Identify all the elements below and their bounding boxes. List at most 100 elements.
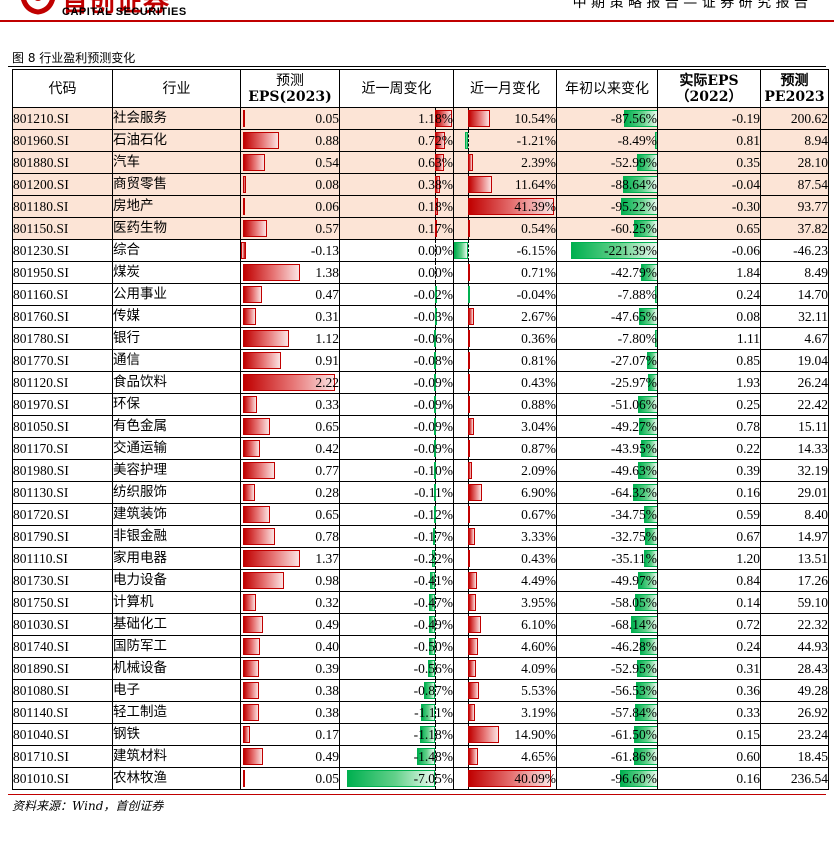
month-bar bbox=[468, 374, 470, 391]
cell-eps-actual: 0.35 bbox=[657, 151, 761, 174]
cell-ytd-change: -49.63% bbox=[556, 459, 658, 482]
report-type: 中 期 策 略 报 告 — 证 券 研 究 报 告 bbox=[572, 0, 808, 11]
cell-week-change-value: -0.87% bbox=[413, 683, 453, 698]
cell-eps-actual-value: 0.16 bbox=[736, 771, 760, 786]
cell-eps-actual-value: 1.11 bbox=[736, 331, 760, 346]
header-ytd-change: 年初以来变化 bbox=[556, 69, 658, 108]
cell-ytd-change: -42.79% bbox=[556, 261, 658, 284]
month-bar bbox=[468, 682, 480, 699]
table-row: 801230.SI 综合 -0.13 0.00% -6.15% -221.39% -0.06… bbox=[12, 239, 829, 262]
industry-earnings-table: 代码 行业 预测 EPS(2023) 近一周变化 近一月变化 年初以来变化 实际E… bbox=[12, 69, 829, 790]
cell-ytd-change: -7.88% bbox=[556, 283, 658, 306]
cell-week-change: 0.63% bbox=[339, 151, 454, 174]
cell-pe-forecast-value: 236.54 bbox=[790, 771, 828, 786]
cell-week-change: -0.03% bbox=[339, 305, 454, 328]
cell-code-value: 801040.SI bbox=[13, 727, 69, 742]
cell-industry: 环保 bbox=[112, 393, 241, 416]
cell-industry-value: 美容护理 bbox=[113, 462, 168, 478]
cell-month-change: 0.43% bbox=[453, 547, 557, 570]
month-zero-axis bbox=[468, 240, 469, 261]
cell-week-change: -7.05% bbox=[339, 767, 454, 790]
header-eps-forecast: 预测 EPS(2023) bbox=[240, 69, 340, 108]
month-bar bbox=[468, 726, 499, 743]
cell-industry: 建筑材料 bbox=[112, 745, 241, 768]
cell-code-value: 801140.SI bbox=[13, 705, 69, 720]
table-row: 801180.SI 房地产 0.06 0.18% 41.39% -95.22% -0.30 9… bbox=[12, 195, 829, 218]
cell-industry: 电力设备 bbox=[112, 569, 241, 592]
cell-month-change-value: -0.04% bbox=[516, 287, 556, 302]
cell-week-change-value: -0.09% bbox=[413, 419, 453, 434]
cell-week-change-value: -0.12% bbox=[413, 507, 453, 522]
cell-week-change: -0.12% bbox=[339, 503, 454, 526]
eps-bar bbox=[243, 726, 251, 743]
eps-bar bbox=[243, 594, 257, 611]
week-bar bbox=[435, 132, 446, 149]
cell-eps-forecast: 0.32 bbox=[240, 591, 340, 614]
cell-week-change-value: -0.47% bbox=[413, 595, 453, 610]
cell-industry-value: 传媒 bbox=[113, 308, 141, 324]
cell-ytd-change-value: -7.80% bbox=[617, 331, 657, 346]
cell-code: 801770.SI bbox=[12, 349, 113, 372]
cell-week-change: -0.10% bbox=[339, 459, 454, 482]
cell-ytd-change: -88.64% bbox=[556, 173, 658, 196]
table-row: 801970.SI 环保 0.33 -0.09% 0.88% -51.06% 0.25 22.… bbox=[12, 393, 829, 416]
cell-eps-actual-value: 0.22 bbox=[736, 441, 760, 456]
week-bar bbox=[429, 594, 435, 611]
table-row: 801160.SI 公用事业 0.47 -0.02% -0.04% -7.88% 0.24 1… bbox=[12, 283, 829, 306]
cell-month-change: 3.04% bbox=[453, 415, 557, 438]
cell-industry-value: 电子 bbox=[113, 682, 141, 698]
cell-week-change-value: 0.72% bbox=[418, 133, 453, 148]
table-row: 801890.SI 机械设备 0.39 -0.56% 4.09% -52.95% 0.31 2… bbox=[12, 657, 829, 680]
cell-industry-value: 食品饮料 bbox=[113, 374, 168, 390]
week-bar bbox=[432, 528, 435, 545]
month-bar bbox=[468, 176, 493, 193]
cell-industry: 煤炭 bbox=[112, 261, 241, 284]
cell-eps-actual: 0.39 bbox=[657, 459, 761, 482]
cell-pe-forecast-value: 93.77 bbox=[797, 199, 828, 214]
cell-ytd-change: -51.06% bbox=[556, 393, 658, 416]
cell-week-change-value: -1.11% bbox=[414, 705, 453, 720]
cell-industry: 公用事业 bbox=[112, 283, 241, 306]
cell-month-change: 4.49% bbox=[453, 569, 557, 592]
cell-eps-actual: 0.24 bbox=[657, 635, 761, 658]
cell-industry-value: 建筑材料 bbox=[113, 748, 168, 764]
header-industry: 行业 bbox=[112, 69, 241, 108]
cell-month-change-value: 10.54% bbox=[514, 111, 556, 126]
cell-week-change: -0.22% bbox=[339, 547, 454, 570]
cell-pe-forecast-value: 29.01 bbox=[797, 485, 828, 500]
cell-code-value: 801230.SI bbox=[13, 243, 69, 258]
cell-eps-actual: 0.60 bbox=[657, 745, 761, 768]
eps-bar bbox=[243, 396, 257, 413]
cell-pe-forecast: 14.97 bbox=[760, 525, 829, 548]
cell-ytd-change: -7.80% bbox=[556, 327, 658, 350]
eps-bar bbox=[243, 110, 246, 127]
eps-bar bbox=[243, 220, 267, 237]
cell-eps-actual-value: 0.81 bbox=[736, 133, 760, 148]
cell-industry-value: 电力设备 bbox=[113, 572, 168, 588]
table-header-row: 代码 行业 预测 EPS(2023) 近一周变化 近一月变化 年初以来变化 实际E… bbox=[12, 69, 829, 108]
eps-bar bbox=[243, 528, 276, 545]
cell-week-change-value: -0.09% bbox=[413, 397, 453, 412]
cell-industry-value: 汽车 bbox=[113, 154, 141, 170]
cell-eps-actual-value: 0.39 bbox=[736, 463, 760, 478]
cell-week-change-value: -1.18% bbox=[413, 727, 453, 742]
cell-month-change: -6.15% bbox=[453, 239, 557, 262]
cell-eps-forecast: 0.78 bbox=[240, 525, 340, 548]
ytd-bar bbox=[637, 154, 657, 171]
cell-ytd-change-value: -47.65% bbox=[610, 309, 657, 324]
cell-pe-forecast-value: -46.23 bbox=[793, 243, 828, 258]
cell-pe-forecast: 8.49 bbox=[760, 261, 829, 284]
cell-code: 801130.SI bbox=[12, 481, 113, 504]
cell-eps-forecast: 0.38 bbox=[240, 701, 340, 724]
cell-eps-forecast-value: 0.40 bbox=[315, 639, 339, 654]
week-zero-axis bbox=[435, 504, 436, 525]
month-bar bbox=[454, 242, 468, 259]
ytd-bar bbox=[645, 528, 657, 545]
cell-week-change-value: 0.18% bbox=[418, 199, 453, 214]
cell-industry: 有色金属 bbox=[112, 415, 241, 438]
cell-month-change: 40.09% bbox=[453, 767, 557, 790]
cell-code-value: 801880.SI bbox=[13, 155, 69, 170]
table-row: 801050.SI 有色金属 0.65 -0.09% 3.04% -49.27% 0.78 1… bbox=[12, 415, 829, 438]
cell-pe-forecast: 236.54 bbox=[760, 767, 829, 790]
cell-week-change-value: -0.11% bbox=[414, 485, 453, 500]
